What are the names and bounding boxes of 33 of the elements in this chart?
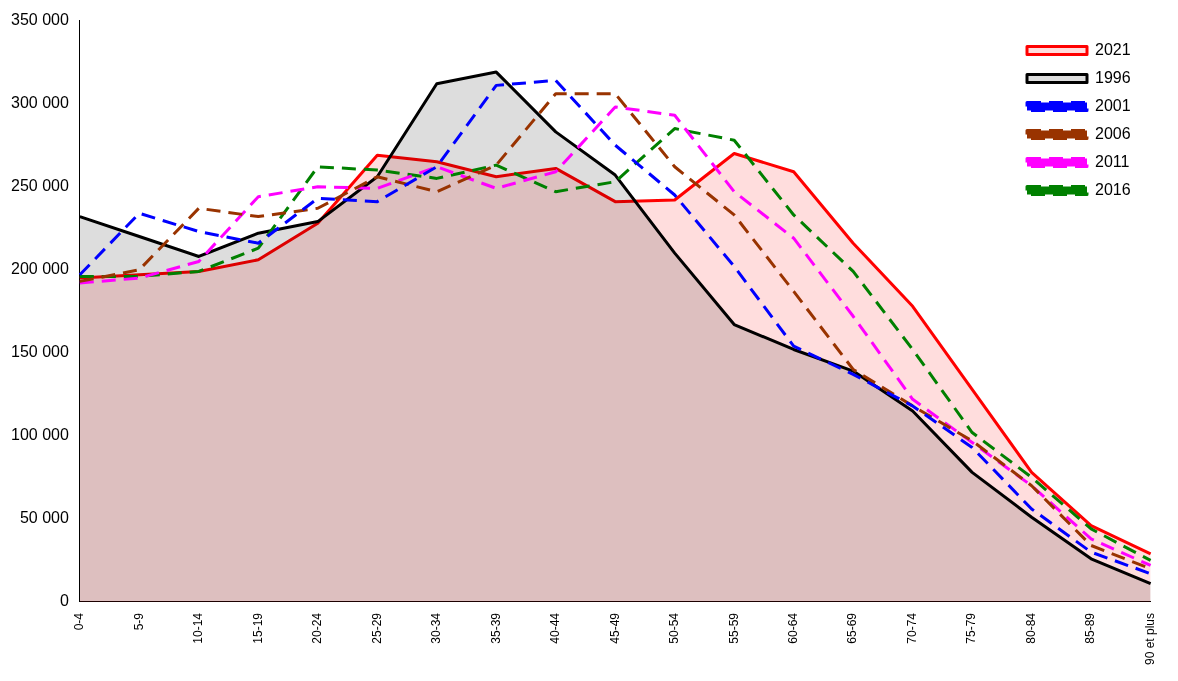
x-tick-label: 55-59 <box>726 612 741 644</box>
y-tick-label: 200 000 <box>10 260 69 278</box>
x-tick-label: 0-4 <box>72 612 87 631</box>
y-tick-label: 350 000 <box>10 11 69 29</box>
legend-label: 2001 <box>1095 97 1131 115</box>
x-tick-label: 50-54 <box>667 612 682 644</box>
x-tick-label: 85-89 <box>1083 612 1098 644</box>
x-tick-label: 60-64 <box>785 612 800 644</box>
x-tick-label: 30-34 <box>429 612 444 644</box>
legend-label: 2006 <box>1095 125 1131 143</box>
legend-label: 2016 <box>1095 181 1131 199</box>
y-tick-label: 300 000 <box>10 94 69 112</box>
legend-label: 2021 <box>1095 41 1131 59</box>
x-tick-label: 90 et plus <box>1142 612 1157 666</box>
legend-label: 1996 <box>1095 69 1131 87</box>
y-tick-label: 0 <box>59 592 69 610</box>
x-tick-label: 45-49 <box>607 612 622 644</box>
x-tick-label: 15-19 <box>250 612 265 644</box>
x-tick-label: 5-9 <box>131 612 146 631</box>
x-tick-label: 20-24 <box>310 612 325 644</box>
y-tick-label: 250 000 <box>10 177 69 195</box>
x-tick-label: 75-79 <box>964 612 979 644</box>
x-tick-label: 35-39 <box>488 612 503 644</box>
x-tick-label: 70-74 <box>904 612 919 644</box>
y-tick-label: 100 000 <box>10 426 69 444</box>
y-tick-label: 50 000 <box>19 509 69 527</box>
y-tick-label: 150 000 <box>10 343 69 361</box>
x-tick-label: 10-14 <box>191 612 206 644</box>
legend-label: 2011 <box>1095 153 1130 171</box>
x-tick-label: 25-29 <box>369 612 384 644</box>
x-tick-label: 65-69 <box>845 612 860 644</box>
x-tick-label: 40-44 <box>548 612 563 644</box>
x-tick-label: 80-84 <box>1023 612 1038 644</box>
